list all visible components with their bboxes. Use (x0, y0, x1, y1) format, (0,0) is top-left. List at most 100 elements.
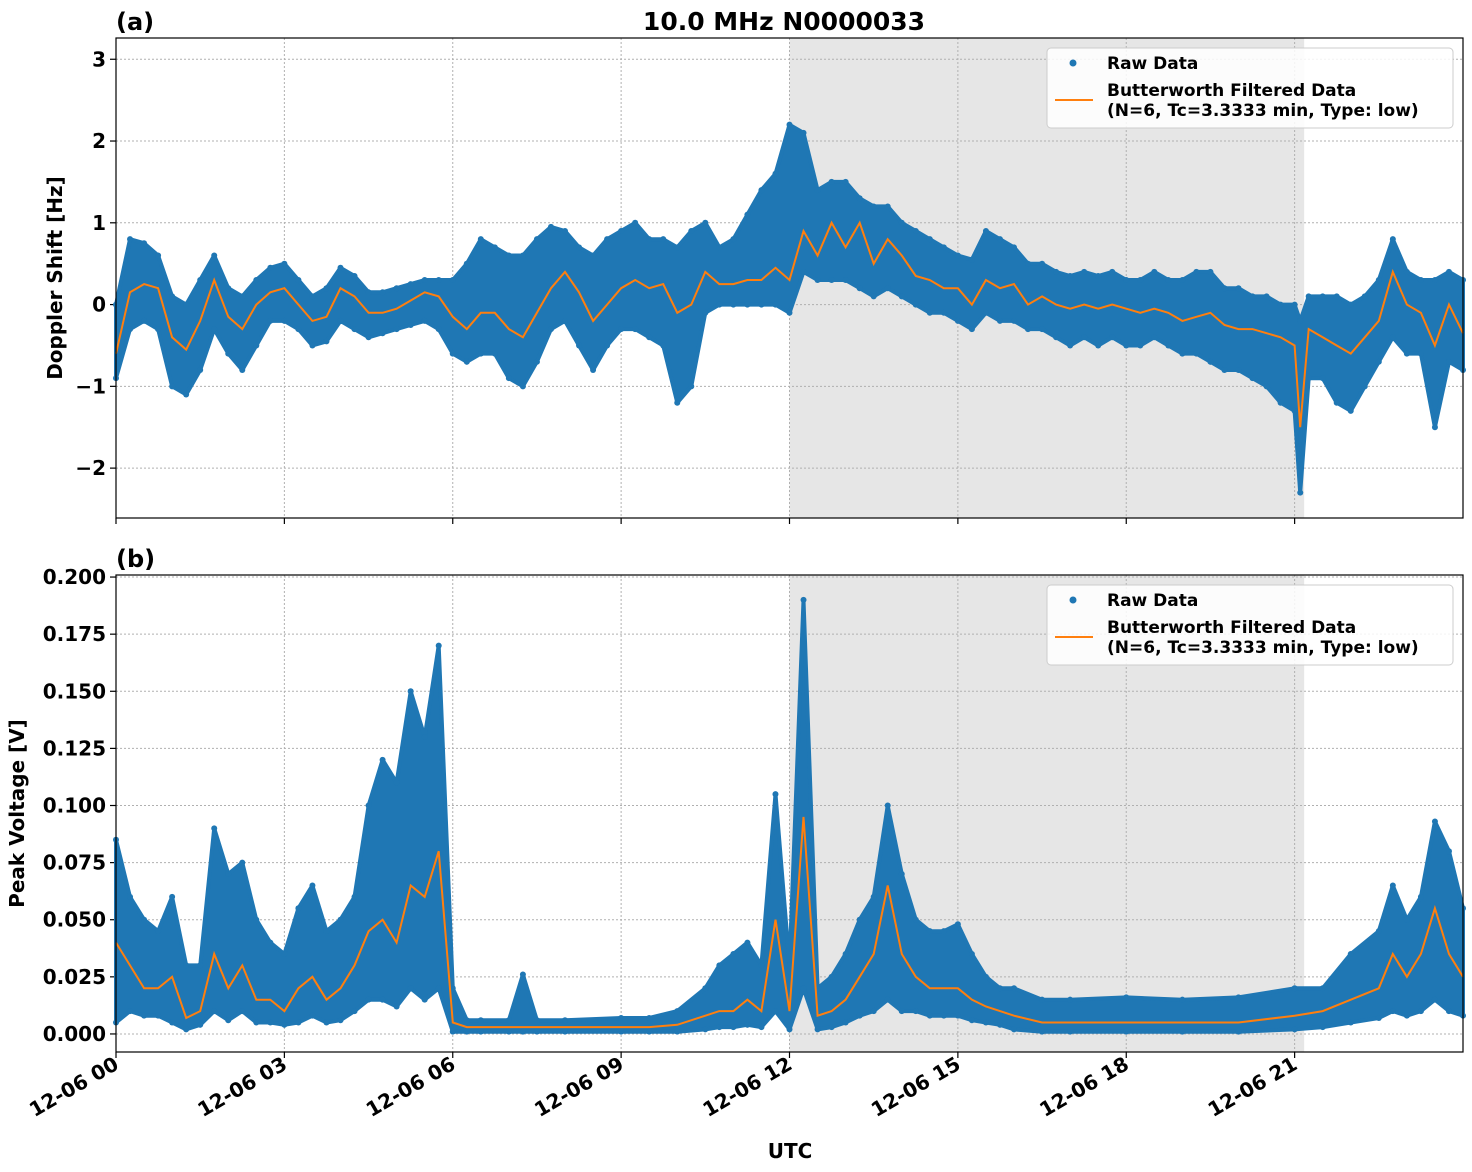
raw-data-point (590, 366, 597, 373)
raw-data-point (253, 277, 260, 284)
raw-data-point (1025, 326, 1032, 333)
raw-data-point (323, 1019, 330, 1026)
x-tick-label: 12-06 21 (1204, 1052, 1302, 1122)
raw-data-point (463, 1028, 470, 1035)
raw-data-point (267, 939, 274, 946)
raw-data-point (197, 1021, 204, 1028)
raw-data-point (505, 1017, 512, 1024)
raw-data-point (281, 317, 288, 324)
raw-data-point (267, 264, 274, 271)
raw-data-point (365, 289, 372, 296)
raw-data-point (1347, 1019, 1354, 1026)
raw-data-point (281, 1021, 288, 1028)
raw-data-point (1081, 268, 1088, 275)
raw-data-point (1403, 916, 1410, 923)
raw-data-point (1389, 334, 1396, 341)
raw-data-point (239, 293, 246, 300)
raw-data-point (982, 309, 989, 316)
y-tick-label: −1 (75, 374, 106, 398)
raw-data-point (1417, 350, 1424, 357)
raw-data-point (351, 272, 358, 279)
raw-data-point (1123, 277, 1130, 284)
raw-data-point (1151, 268, 1158, 275)
raw-data-point (1417, 893, 1424, 900)
raw-data-point (477, 1017, 484, 1024)
raw-data-point (1375, 277, 1382, 284)
raw-data-point (758, 301, 765, 308)
raw-data-point (505, 1028, 512, 1035)
y-tick-label: 0.025 (43, 965, 106, 989)
raw-data-point (365, 802, 372, 809)
raw-data-point (688, 383, 695, 390)
raw-data-point (982, 227, 989, 234)
raw-data-point (225, 1017, 232, 1024)
raw-data-point (730, 950, 737, 957)
raw-data-point (1221, 366, 1228, 373)
raw-data-point (660, 342, 667, 349)
raw-data-point (1431, 818, 1438, 825)
raw-data-point (716, 1024, 723, 1031)
raw-data-point (267, 1019, 274, 1026)
raw-data-point (940, 309, 947, 316)
raw-data-point (169, 293, 176, 300)
raw-data-point (1039, 1028, 1046, 1035)
raw-data-point (239, 859, 246, 866)
raw-data-point (1347, 407, 1354, 414)
raw-data-point (646, 334, 653, 341)
raw-data-point (1305, 293, 1312, 300)
raw-data-point (337, 317, 344, 324)
raw-data-point (1375, 1014, 1382, 1021)
raw-data-point (1193, 268, 1200, 275)
legend: Raw Data Butterworth Filtered Data(N=6, T… (1046, 584, 1454, 666)
raw-data-point (1297, 317, 1304, 324)
raw-data-point (379, 756, 386, 763)
raw-data-point (954, 921, 961, 928)
raw-data-point (814, 187, 821, 194)
raw-data-point (1123, 1028, 1130, 1035)
x-axis-label: UTC (768, 1139, 813, 1163)
raw-data-point (281, 950, 288, 957)
raw-data-point (1039, 326, 1046, 333)
raw-data-point (1207, 268, 1214, 275)
raw-data-point (898, 1008, 905, 1015)
raw-data-point (1123, 342, 1130, 349)
raw-data-point (295, 326, 302, 333)
raw-data-point (1263, 293, 1270, 300)
x-tick-label: 12-06 15 (867, 1052, 965, 1122)
raw-data-point (505, 375, 512, 382)
raw-data-point (1179, 350, 1186, 357)
raw-data-point (449, 985, 456, 992)
raw-data-point (646, 1014, 653, 1021)
raw-data-point (1277, 301, 1284, 308)
raw-data-point (463, 260, 470, 267)
raw-data-point (828, 973, 835, 980)
raw-data-point (295, 1019, 302, 1026)
raw-data-point (127, 1008, 134, 1015)
raw-data-point (1109, 268, 1116, 275)
legend: Raw Data Butterworth Filtered Data(N=6, T… (1046, 47, 1454, 129)
raw-data-point (477, 1028, 484, 1035)
raw-data-point (968, 326, 975, 333)
filtered-data-line (115, 220, 1464, 428)
raw-data-point (884, 996, 891, 1003)
raw-data-point (547, 326, 554, 333)
raw-data-point (477, 236, 484, 243)
y-axis-label: Peak Voltage [V] (5, 719, 29, 908)
raw-data-point (884, 802, 891, 809)
raw-data-point (491, 244, 498, 251)
raw-data-point (604, 236, 611, 243)
raw-data-point (169, 1019, 176, 1026)
raw-data-point (842, 277, 849, 284)
y-tick-label: 0.125 (43, 736, 106, 760)
raw-data-point (940, 928, 947, 935)
raw-data-point (912, 1008, 919, 1015)
raw-data-point (421, 996, 428, 1003)
raw-data-point (253, 1019, 260, 1026)
raw-data-point (1221, 285, 1228, 292)
raw-data-point (1067, 1028, 1074, 1035)
raw-data-point (674, 1008, 681, 1015)
raw-data-point (435, 326, 442, 333)
raw-data-point (968, 1017, 975, 1024)
raw-data-point (800, 129, 807, 136)
raw-data-point (1417, 1008, 1424, 1015)
